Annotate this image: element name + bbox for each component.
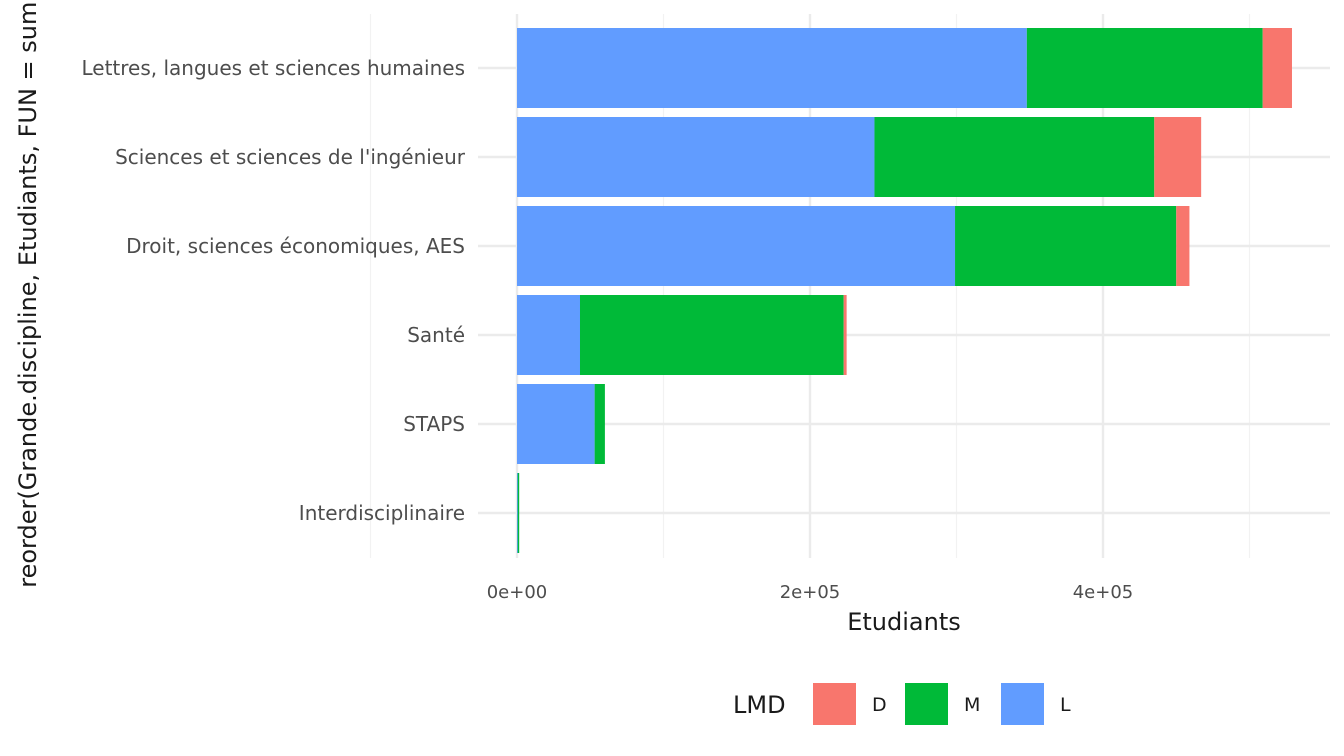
category-label: Interdisciplinaire (299, 501, 465, 525)
bar-m (874, 117, 1155, 197)
bar-l (517, 295, 580, 375)
y-axis-title: reorder(Grande.discipline, Etudiants, FU… (14, 0, 42, 588)
bar-m (517, 473, 520, 553)
category-label: Lettres, langues et sciences humaines (81, 56, 465, 80)
bar-l (517, 28, 1027, 108)
category-labels: Lettres, langues et sciences humaines Sci… (81, 56, 465, 525)
bar-d (1176, 206, 1190, 286)
bar-m (955, 206, 1177, 286)
bar-m (1026, 28, 1263, 108)
legend-label: M (964, 694, 980, 716)
bar-m (594, 384, 605, 464)
x-tick-label: 4e+05 (1073, 582, 1134, 603)
legend-key-l (1001, 683, 1044, 725)
legend: LMD D M L (733, 683, 1071, 725)
bar-d (1262, 28, 1292, 108)
bar-l (517, 206, 956, 286)
bar-l (517, 117, 875, 197)
x-tick-label: 0e+00 (487, 582, 548, 603)
x-axis-title: Etudiants (847, 608, 961, 636)
legend-label: L (1060, 694, 1071, 716)
category-label: Santé (407, 323, 465, 347)
bar-d (843, 295, 847, 375)
legend-label: D (872, 694, 887, 716)
category-label: Droit, sciences économiques, AES (126, 234, 465, 258)
bar-l (517, 473, 518, 553)
bar-l (517, 384, 595, 464)
bars (517, 28, 1292, 553)
x-tick-labels: 0e+00 2e+05 4e+05 (487, 582, 1134, 603)
legend-title: LMD (733, 691, 786, 719)
legend-key-m (905, 683, 948, 725)
bar-d (1154, 117, 1202, 197)
legend-key-d (813, 683, 856, 725)
category-label: STAPS (403, 412, 465, 436)
category-label: Sciences et sciences de l'ingénieur (115, 145, 466, 169)
bar-m (579, 295, 844, 375)
x-tick-label: 2e+05 (780, 582, 841, 603)
